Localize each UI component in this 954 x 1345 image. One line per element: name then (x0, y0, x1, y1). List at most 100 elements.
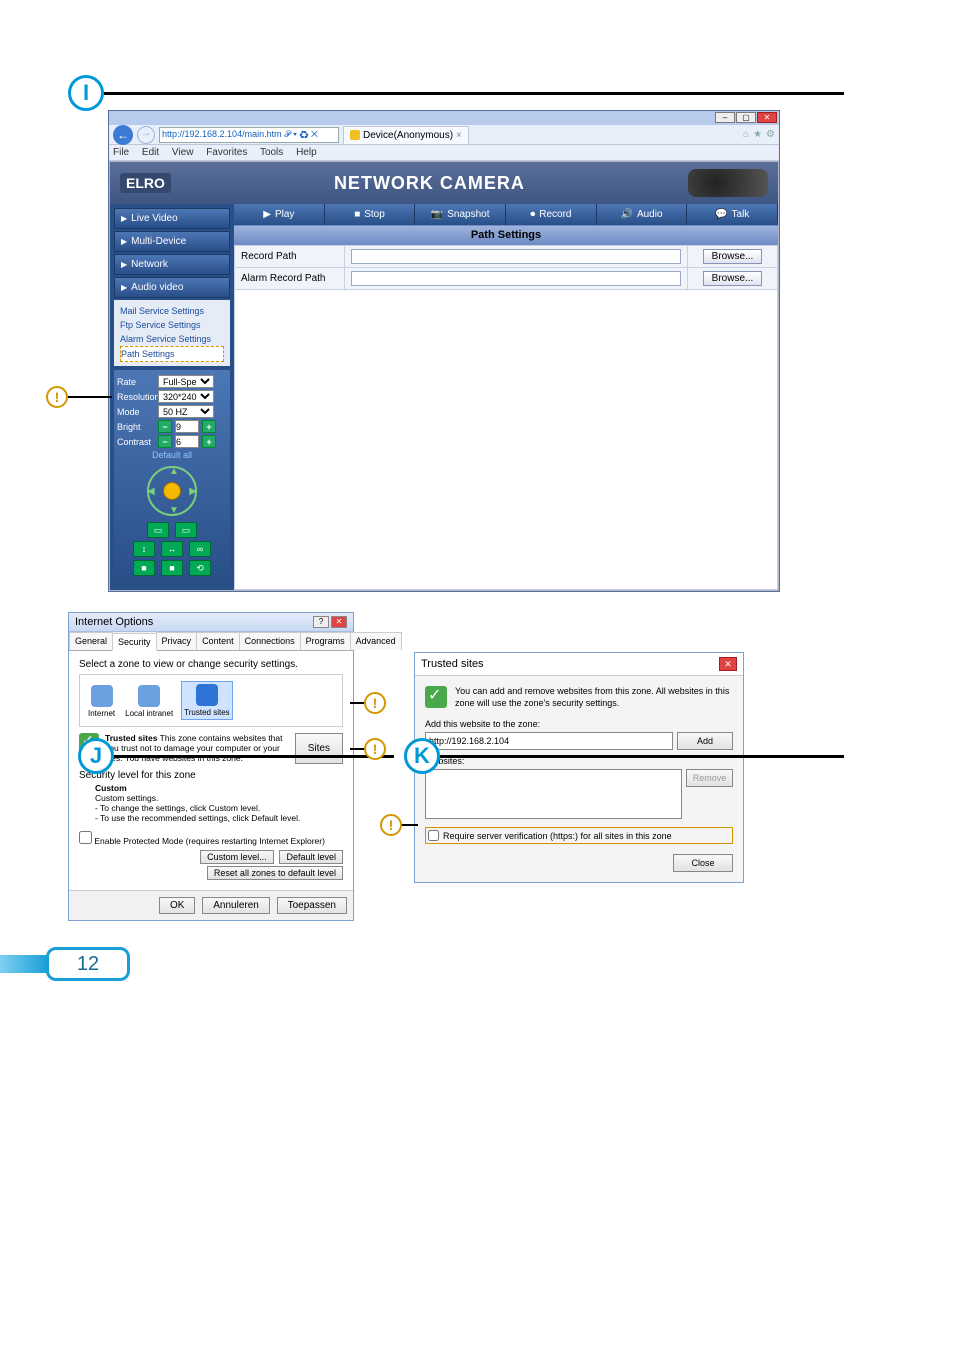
tab-connections[interactable]: Connections (239, 632, 301, 650)
menu-favorites[interactable]: Favorites (206, 147, 247, 158)
ptz-btn-2[interactable]: ▭ (175, 522, 197, 538)
remove-button[interactable]: Remove (686, 769, 733, 787)
tools-icon[interactable]: ⚙ (766, 129, 775, 140)
websites-list[interactable] (425, 769, 682, 819)
callout-j-rule (114, 755, 394, 758)
ptz-center[interactable] (163, 482, 181, 500)
contrast-plus[interactable]: + (202, 435, 216, 448)
resolution-select[interactable]: 320*240 (158, 390, 214, 403)
ok-button[interactable]: OK (159, 897, 195, 914)
browser-tab[interactable]: Device(Anonymous) × (343, 126, 469, 144)
sites-button[interactable]: Sites (295, 733, 343, 764)
callout-bang-zone: ! (364, 692, 386, 714)
bright-value[interactable] (175, 420, 199, 433)
tab-programs[interactable]: Programs (300, 632, 351, 650)
reset-zones-button[interactable]: Reset all zones to default level (207, 866, 343, 880)
back-button[interactable]: ← (113, 125, 133, 145)
toolbar-snapshot[interactable]: 📷Snapshot (415, 204, 506, 225)
ptz-btn-1[interactable]: ▭ (147, 522, 169, 538)
add-website-input[interactable] (425, 732, 673, 750)
home-icon[interactable]: ⌂ (743, 129, 749, 140)
zone-trusted-sites[interactable]: Trusted sites (181, 681, 233, 720)
setting-mail[interactable]: Mail Service Settings (120, 304, 224, 318)
toolbar-talk[interactable]: 💬Talk (687, 204, 778, 225)
default-all-link[interactable]: Default all (117, 450, 227, 460)
bright-minus[interactable]: − (158, 420, 172, 433)
custom-l3: - To use the recommended settings, click… (95, 813, 300, 823)
ie-window: – ▢ ✕ ← → http://192.168.2.104/main.htm … (108, 110, 780, 592)
alarm-path-input[interactable] (351, 271, 681, 286)
ptz-btn-8[interactable]: ⟲ (189, 560, 211, 576)
ie-menubar: File Edit View Favorites Tools Help (109, 145, 779, 161)
menu-help[interactable]: Help (296, 147, 317, 158)
ts-close-button[interactable]: ✕ (719, 657, 737, 671)
setting-alarm[interactable]: Alarm Service Settings (120, 332, 224, 346)
sidebar-live-video[interactable]: Live Video (114, 208, 230, 229)
maximize-button[interactable]: ▢ (736, 112, 756, 123)
internet-options-dialog: Internet Options ?✕ General Security Pri… (68, 612, 354, 921)
tab-content[interactable]: Content (196, 632, 240, 650)
minimize-button[interactable]: – (715, 112, 735, 123)
ptz-btn-6[interactable]: ■ (133, 560, 155, 576)
record-path-browse[interactable]: Browse... (703, 249, 763, 264)
contrast-value[interactable] (175, 435, 199, 448)
ptz-btn-3[interactable]: ↕ (133, 541, 155, 557)
tab-close-icon[interactable]: × (456, 130, 462, 141)
ptz-left-icon[interactable]: ◀ (147, 486, 155, 497)
setting-path[interactable]: Path Settings (120, 346, 224, 362)
menu-tools[interactable]: Tools (260, 147, 283, 158)
apply-button[interactable]: Toepassen (277, 897, 347, 914)
zone-local-intranet[interactable]: Local intranet (123, 683, 175, 720)
contrast-minus[interactable]: − (158, 435, 172, 448)
ptz-btn-5[interactable]: ∞ (189, 541, 211, 557)
ptz-down-icon[interactable]: ▼ (169, 505, 179, 516)
trusted-heading: Trusted sites (105, 733, 157, 743)
close-button-ts[interactable]: Close (673, 854, 733, 872)
zone-internet[interactable]: Internet (86, 683, 117, 720)
forward-button[interactable]: → (137, 126, 155, 144)
tab-privacy[interactable]: Privacy (156, 632, 198, 650)
require-verification-checkbox[interactable] (428, 830, 439, 841)
settings-list: Mail Service Settings Ftp Service Settin… (114, 300, 230, 366)
tab-advanced[interactable]: Advanced (350, 632, 402, 650)
menu-edit[interactable]: Edit (142, 147, 159, 158)
ptz-btn-7[interactable]: ■ (161, 560, 183, 576)
toolbar-audio[interactable]: 🔊Audio (597, 204, 688, 225)
ptz-up-icon[interactable]: ▲ (169, 466, 179, 477)
add-button[interactable]: Add (677, 732, 733, 750)
mode-select[interactable]: 50 HZ (158, 405, 214, 418)
custom-level-button[interactable]: Custom level... (200, 850, 274, 864)
ptz-circle[interactable]: ▲ ▼ ◀ ▶ (147, 466, 197, 516)
sidebar-audio-video[interactable]: Audio video (114, 277, 230, 298)
tab-general[interactable]: General (69, 632, 113, 650)
toolbar-play[interactable]: ▶Play (234, 204, 325, 225)
sidebar-network[interactable]: Network (114, 254, 230, 275)
menu-view[interactable]: View (172, 147, 194, 158)
param-panel: Rate Full-Speed Resolution 320*240 Mode … (114, 370, 230, 582)
menu-file[interactable]: File (113, 147, 129, 158)
close-button[interactable]: ✕ (757, 112, 777, 123)
netcam-toolbar: ▶Play ■Stop 📷Snapshot ⏺Record 🔊Audio 💬Ta… (234, 204, 778, 225)
camera-icon (688, 169, 768, 197)
toolbar-record[interactable]: ⏺Record (506, 204, 597, 225)
io-close-button[interactable]: ✕ (331, 616, 347, 628)
cancel-button[interactable]: Annuleren (202, 897, 270, 914)
enable-pm-checkbox[interactable] (79, 831, 92, 844)
setting-ftp[interactable]: Ftp Service Settings (120, 318, 224, 332)
ptz-right-icon[interactable]: ▶ (189, 486, 197, 497)
default-level-button[interactable]: Default level (279, 850, 343, 864)
callout-bang-sites: ! (364, 738, 386, 760)
tab-security[interactable]: Security (112, 633, 157, 651)
ptz-btn-4[interactable]: ↔ (161, 541, 183, 557)
io-help-button[interactable]: ? (313, 616, 329, 628)
zone-list: Internet Local intranet Trusted sites (79, 674, 343, 727)
sidebar-multi-device[interactable]: Multi-Device (114, 231, 230, 252)
alarm-path-browse[interactable]: Browse... (703, 271, 763, 286)
address-bar[interactable]: http://192.168.2.104/main.htm 𝒫 ▾ ♻ ✕ (159, 127, 339, 143)
rate-select[interactable]: Full-Speed (158, 375, 214, 388)
favorites-icon[interactable]: ★ (753, 129, 762, 140)
toolbar-stop[interactable]: ■Stop (325, 204, 416, 225)
ts-title-text: Trusted sites (421, 658, 484, 670)
bright-plus[interactable]: + (202, 420, 216, 433)
record-path-input[interactable] (351, 249, 681, 264)
